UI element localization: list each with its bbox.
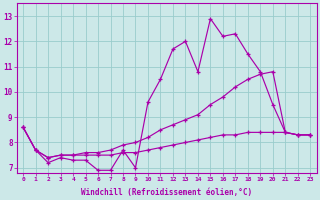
X-axis label: Windchill (Refroidissement éolien,°C): Windchill (Refroidissement éolien,°C) bbox=[81, 188, 252, 197]
